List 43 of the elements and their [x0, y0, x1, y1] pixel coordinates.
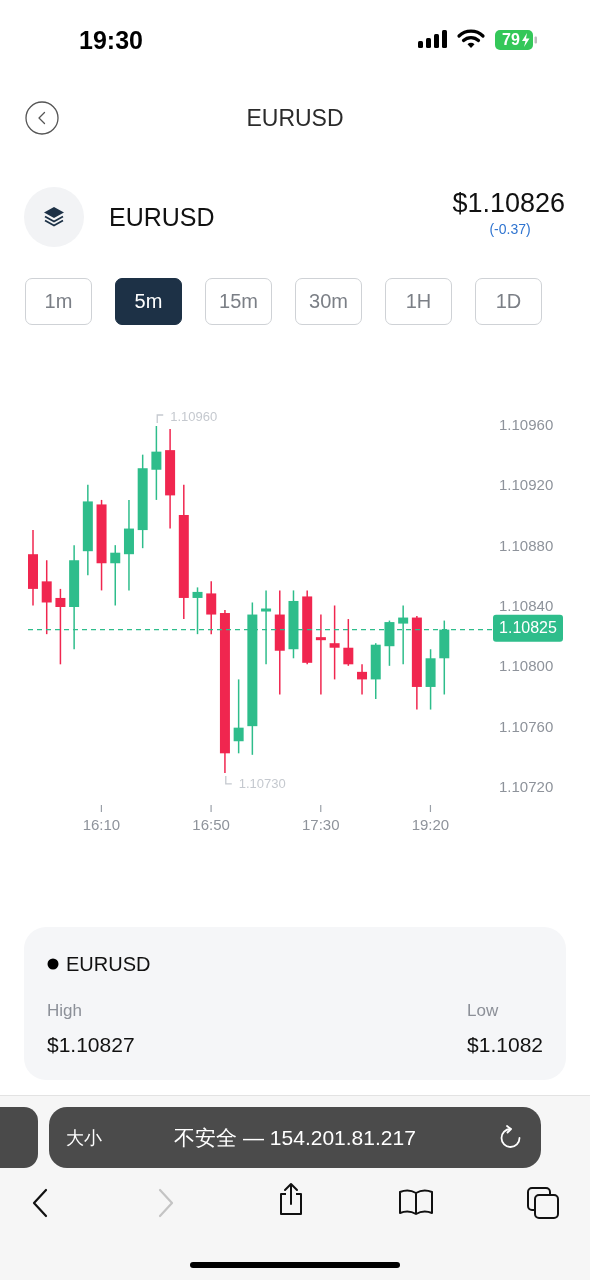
ref-line-label: 1.10825: [499, 618, 558, 636]
x-tick-label: 16:10: [82, 815, 121, 833]
chart-subtitle: EURUSD: [109, 202, 215, 232]
y-tick-label: 1.10880: [499, 536, 554, 554]
x-tick-label: 17:30: [301, 815, 340, 833]
x-tick-label: 19:20: [411, 815, 450, 833]
text: $1.10826: [452, 187, 565, 219]
text: 1m: [44, 290, 73, 313]
candlestick: [343, 618, 354, 667]
text: 30m: [309, 290, 348, 313]
text: (-0.37): [488, 221, 532, 237]
candlestick: [206, 580, 217, 635]
candlestick: [110, 544, 121, 607]
text: Low: [467, 1000, 499, 1022]
y-tick-label: 1.10800: [499, 657, 554, 675]
y-tick-label: 1.10760: [499, 717, 554, 735]
y-tick-label: 1.10840: [499, 596, 554, 614]
text: $1.10827: [47, 1032, 135, 1058]
candlestick: [41, 559, 52, 635]
candlestick: [55, 588, 66, 666]
y-tick-label: 1.10920: [499, 476, 554, 494]
chart-title: EURUSD: [245, 104, 345, 132]
x-tick-label: 16:50: [192, 815, 230, 833]
text: 不安全 — 154.201.81.217: [173, 1125, 417, 1151]
candlestick: [329, 604, 340, 681]
text: 5m: [134, 290, 163, 313]
y-tick-label: 1.10720: [499, 777, 554, 795]
candlestick: [315, 613, 326, 696]
text: High: [47, 1000, 82, 1022]
candlestick: [233, 678, 244, 755]
candlestick: [151, 426, 162, 501]
text: 大小: [66, 1127, 102, 1149]
text: 1D: [495, 290, 522, 313]
text: 1.10960: [170, 409, 218, 425]
text: 15m: [219, 290, 258, 313]
text: $1.1082: [467, 1032, 543, 1058]
y-tick-label: 1.10960: [499, 415, 554, 433]
text: EURUSD: [66, 952, 151, 976]
text: 79: [501, 31, 521, 49]
annotation: 1.10730: [238, 776, 286, 792]
text: 1H: [405, 290, 432, 313]
text: 19:30: [78, 26, 144, 54]
candlestick: [357, 663, 368, 696]
